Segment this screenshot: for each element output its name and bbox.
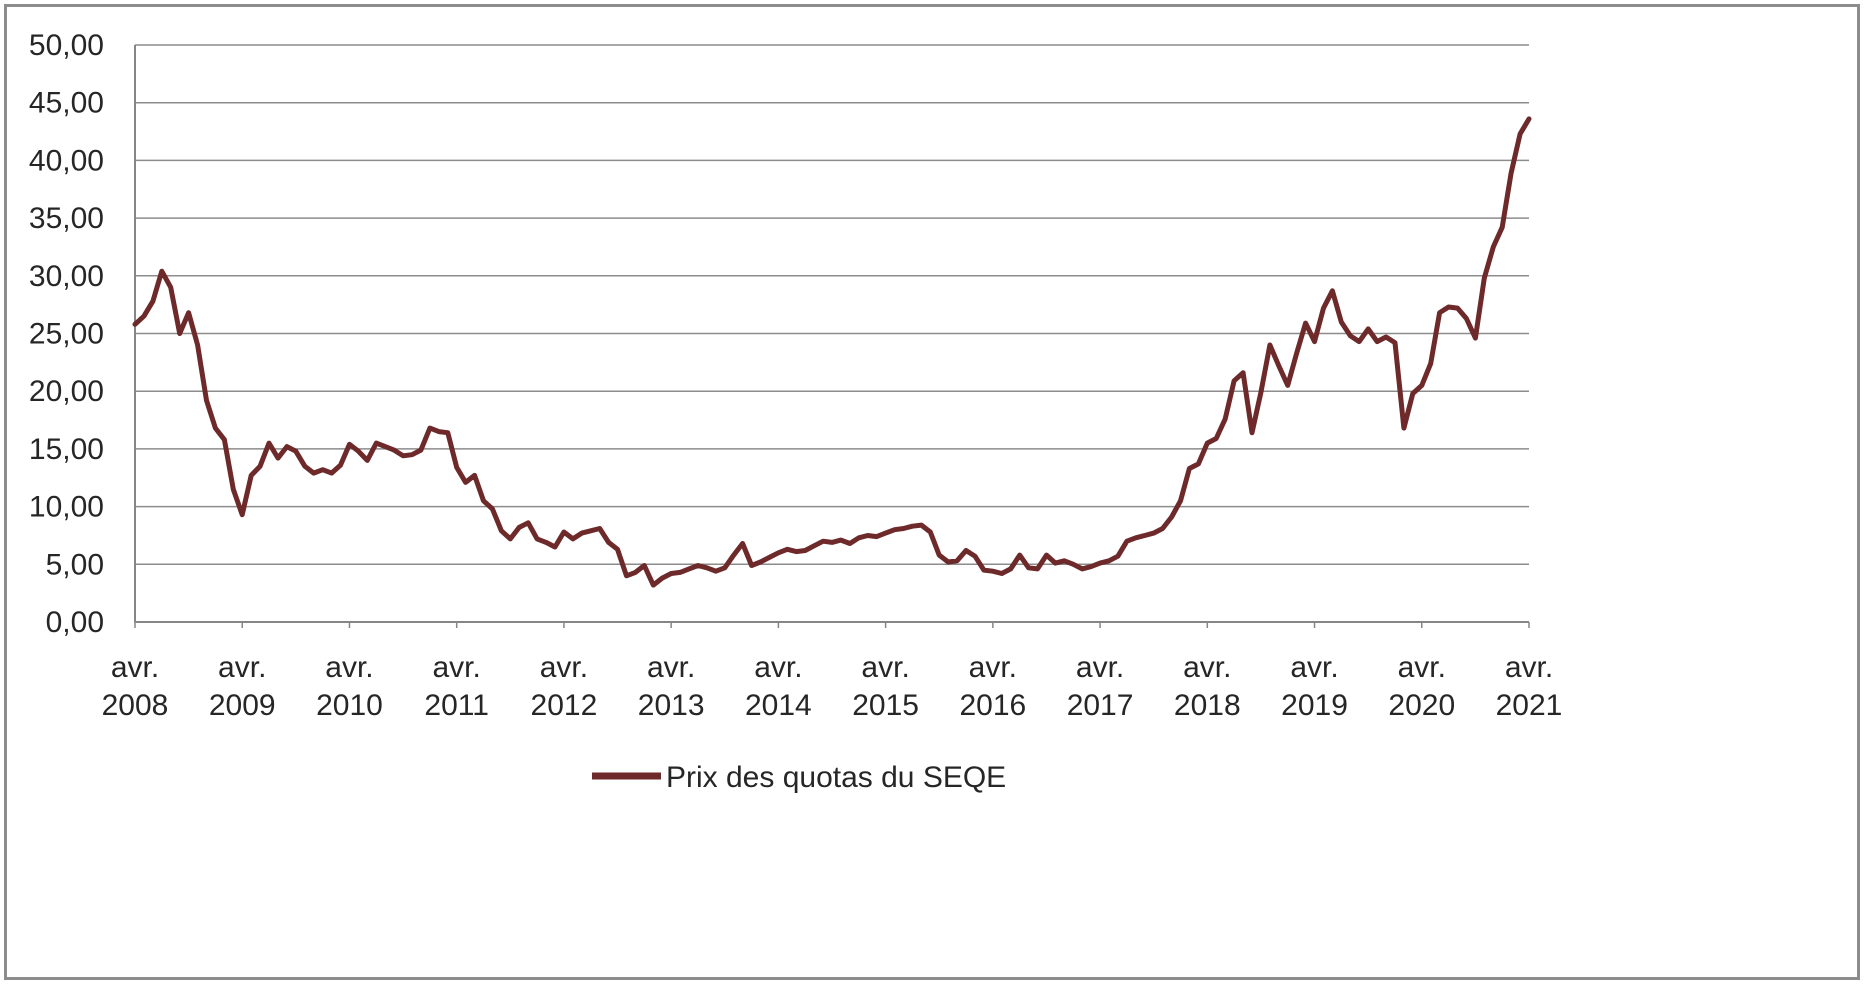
x-tick-label-month: avr. bbox=[969, 651, 1017, 684]
x-axis: avr. 2008 avr. 2009 avr. 2010 avr. 2011 avr. 2012… bbox=[102, 622, 1563, 722]
x-tick-label-year: 2008 bbox=[102, 689, 169, 722]
x-tick-label-month: avr. bbox=[754, 651, 802, 684]
x-tick-label-year: 2011 bbox=[424, 689, 489, 722]
x-tick-label-year: 2016 bbox=[959, 689, 1026, 722]
x-tick-label-month: avr. bbox=[861, 651, 909, 684]
x-tick-label-month: avr. bbox=[1398, 651, 1446, 684]
x-tick-label-month: avr. bbox=[218, 651, 266, 684]
x-tick-label-year: 2021 bbox=[1496, 689, 1563, 722]
x-tick-label-month: avr. bbox=[647, 651, 695, 684]
y-tick-label: 35,00 bbox=[29, 202, 104, 235]
y-tick-label: 50,00 bbox=[29, 29, 104, 62]
y-tick-label: 30,00 bbox=[29, 260, 104, 293]
y-tick-label: 20,00 bbox=[29, 375, 104, 408]
x-tick-label-year: 2019 bbox=[1281, 689, 1348, 722]
x-tick-label-month: avr. bbox=[325, 651, 373, 684]
x-tick-label-year: 2020 bbox=[1388, 689, 1455, 722]
y-axis: 0,00 5,00 10,00 15,00 20,00 25,00 30,00 35,00 40… bbox=[29, 29, 104, 639]
y-tick-label: 25,00 bbox=[29, 318, 104, 351]
x-tick-label-year: 2017 bbox=[1067, 689, 1134, 722]
x-tick-label-year: 2013 bbox=[638, 689, 705, 722]
legend-label: Prix des quotas du SEQE bbox=[666, 761, 1006, 794]
y-tick-label: 15,00 bbox=[29, 433, 104, 466]
chart-frame: 0,00 5,00 10,00 15,00 20,00 25,00 30,00 35,00 40… bbox=[4, 4, 1860, 980]
x-tick-label-year: 2018 bbox=[1174, 689, 1241, 722]
x-tick-label-year: 2014 bbox=[745, 689, 812, 722]
x-tick-label-month: avr. bbox=[1290, 651, 1338, 684]
x-tick-label-month: avr. bbox=[1505, 651, 1553, 684]
y-tick-label: 5,00 bbox=[46, 548, 104, 581]
x-tick-label-year: 2009 bbox=[209, 689, 276, 722]
x-tick-label-month: avr. bbox=[540, 651, 588, 684]
y-tick-label: 40,00 bbox=[29, 144, 104, 177]
x-tick-label-year: 2012 bbox=[531, 689, 598, 722]
x-tick-label-year: 2015 bbox=[852, 689, 919, 722]
gridlines bbox=[134, 44, 1529, 623]
y-tick-label: 0,00 bbox=[46, 606, 104, 639]
y-tick-label: 10,00 bbox=[29, 491, 104, 524]
x-tick-label-month: avr. bbox=[1076, 651, 1124, 684]
x-tick-label-month: avr. bbox=[433, 651, 481, 684]
series-line bbox=[132, 116, 1532, 588]
x-tick-label-year: 2010 bbox=[316, 689, 383, 722]
line-chart: 0,00 5,00 10,00 15,00 20,00 25,00 30,00 35,00 40… bbox=[29, 29, 1563, 794]
legend: Prix des quotas du SEQE bbox=[592, 761, 1006, 794]
series-layer bbox=[132, 116, 1532, 588]
x-tick-label-month: avr. bbox=[1183, 651, 1231, 684]
x-tick-label-month: avr. bbox=[111, 651, 159, 684]
y-tick-label: 45,00 bbox=[29, 87, 104, 120]
